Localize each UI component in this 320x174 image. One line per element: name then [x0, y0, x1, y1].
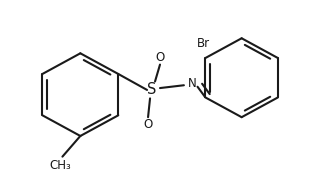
Text: S: S	[147, 82, 157, 97]
Text: Br: Br	[197, 37, 210, 50]
Text: O: O	[143, 118, 153, 131]
Text: N: N	[188, 77, 196, 90]
Text: CH₃: CH₃	[50, 159, 71, 172]
Text: O: O	[156, 51, 164, 64]
